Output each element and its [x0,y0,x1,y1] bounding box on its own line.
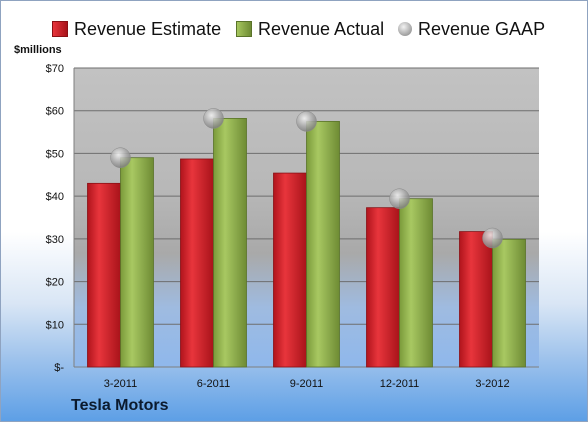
y-tick-label: $60 [46,106,64,118]
bar-revenue-estimate [180,158,214,368]
legend-item-gaap: Revenue GAAP [398,14,545,44]
y-tick-label: $10 [46,319,64,331]
marker-revenue-gaap [110,147,131,168]
bar-revenue-actual [306,120,340,368]
company-name: Tesla Motors [71,397,169,414]
legend-label-actual: Revenue Actual [258,18,385,39]
x-tick-label: 6-2011 [197,378,230,390]
marker-revenue-gaap [203,108,224,129]
x-tick-label: 3-2011 [104,378,137,390]
legend-item-actual: Revenue Actual [236,14,384,44]
bar-revenue-actual [120,157,154,368]
legend-item-estimate: Revenue Estimate [52,14,221,44]
marker-revenue-gaap [296,111,317,132]
y-tick-label: $50 [46,148,64,160]
y-tick-label: $- [54,362,64,374]
bar-revenue-estimate [87,182,121,368]
legend: Revenue Estimate Revenue Actual Revenue … [0,14,588,44]
marker-revenue-gaap [389,188,410,209]
bar-revenue-actual [492,238,526,368]
legend-label-gaap: Revenue GAAP [418,18,546,39]
bar-revenue-estimate [459,231,493,368]
x-tick-label: 12-2011 [380,378,420,390]
x-tick-label: 9-2011 [290,378,323,390]
marker-revenue-gaap [482,227,503,249]
bar-revenue-estimate [366,207,400,368]
bar-revenue-actual [213,118,247,368]
legend-swatch-gaap [398,22,412,36]
legend-label-estimate: Revenue Estimate [74,18,222,39]
y-tick-label: $40 [46,191,64,203]
legend-swatch-estimate [52,21,68,37]
legend-swatch-actual [236,21,252,37]
y-tick-label: $70 [46,63,64,75]
y-axis-unit-label: $millions [14,44,62,56]
y-tick-label: $20 [46,277,64,289]
y-tick-label: $30 [46,234,64,246]
bar-revenue-estimate [273,172,307,368]
x-tick-label: 3-2012 [475,378,509,390]
bar-revenue-actual [399,198,433,368]
